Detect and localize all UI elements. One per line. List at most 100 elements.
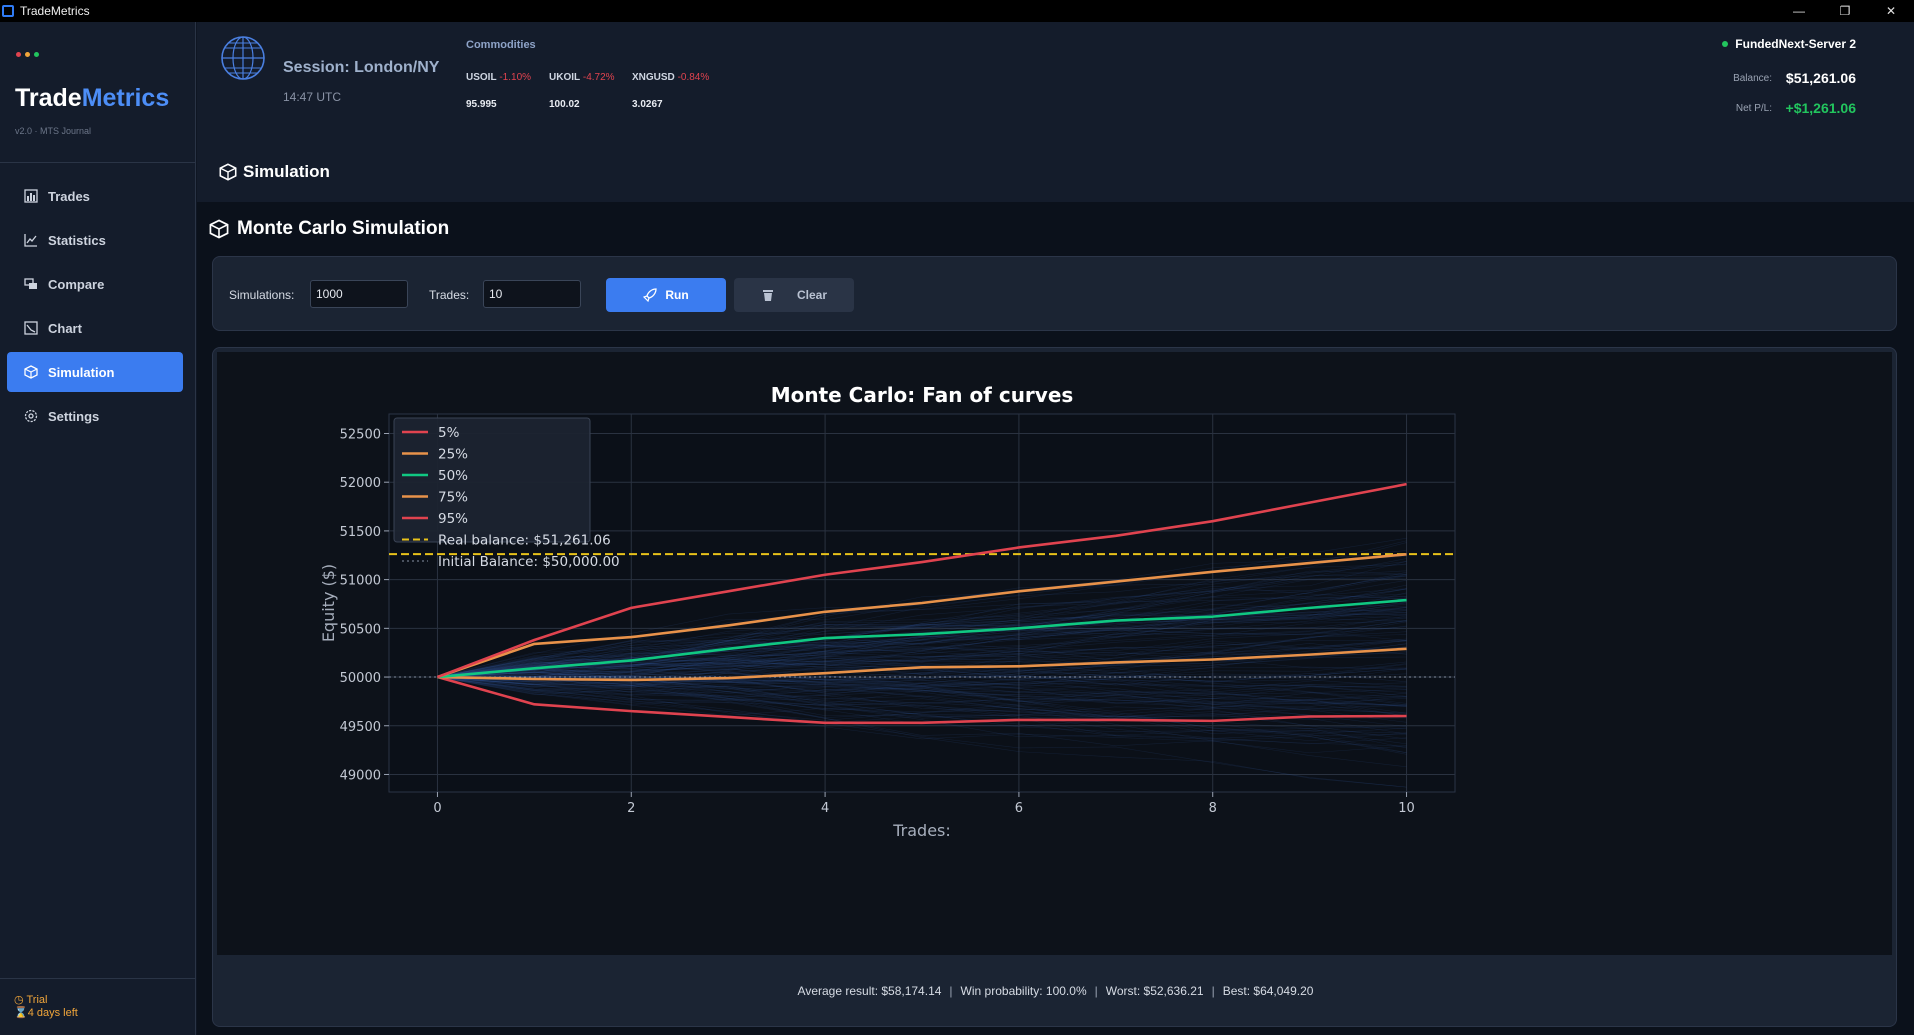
simulation-path [437, 597, 1407, 678]
sidebar-item-label: Compare [48, 276, 105, 292]
session-title: Session: London/NY [283, 59, 440, 76]
simulation-path [437, 676, 1407, 715]
simulation-path [437, 603, 1407, 678]
simulation-path [437, 646, 1407, 685]
close-button[interactable]: ✕ [1885, 4, 1897, 18]
sidebar-item-compare[interactable]: Compare [7, 264, 183, 304]
commodity-ukoil: UKOIL -4.72% [549, 72, 615, 83]
commodity-value: 100.02 [549, 99, 580, 110]
x-tick-label: 8 [1209, 801, 1217, 816]
section-title: Monte Carlo Simulation [209, 218, 449, 240]
sidebar-item-chart[interactable]: Chart [7, 308, 183, 348]
commodity-change: -1.10% [499, 72, 532, 83]
simulation-path [437, 574, 1407, 678]
sidebar-item-statistics[interactable]: Statistics [7, 220, 183, 260]
y-tick-label: 52000 [340, 476, 381, 491]
stat-worst: Worst: $52,636.21 [1105, 984, 1204, 998]
simulation-path [437, 646, 1407, 693]
simulation-path [437, 663, 1407, 686]
simulation-path [437, 675, 1407, 714]
sidebar-item-trades[interactable]: Trades [7, 176, 183, 216]
series-line-75pct [437, 552, 1407, 679]
simulation-path [437, 668, 1407, 737]
trades-label: Trades: [429, 288, 470, 302]
chart-title: Monte Carlo: Fan of curves [771, 383, 1074, 407]
simulation-path [437, 676, 1407, 704]
simulation-path [437, 669, 1407, 706]
simulation-path [437, 676, 1407, 742]
sidebar-item-label: Simulation [48, 364, 115, 380]
cube-icon [219, 163, 237, 181]
legend-label: 25% [438, 447, 468, 463]
simulation-path [437, 640, 1407, 686]
simulation-path [437, 661, 1407, 690]
legend-label: 75% [438, 490, 468, 506]
y-tick-label: 50000 [340, 671, 381, 686]
simulations-input[interactable] [310, 280, 408, 308]
simulation-path [437, 660, 1407, 704]
simulation-path [437, 661, 1407, 686]
sidebar-nav: Trades Statistics Compare Chart Simulati… [7, 176, 183, 440]
legend-label: 50% [438, 468, 468, 484]
commodity-change: -0.84% [677, 72, 710, 83]
chart-panel: 0 2 4 6 8 10 49000 49500 50000 50500 51000 51500 520… [212, 347, 1897, 1027]
window-dots [16, 52, 39, 57]
compare-icon [23, 276, 39, 292]
simulation-path [437, 661, 1407, 704]
sidebar-item-label: Chart [48, 320, 82, 336]
simulation-path [437, 674, 1407, 720]
legend-label: 95% [438, 511, 468, 527]
y-tick-label: 51000 [340, 574, 381, 589]
clock-icon: ◷ [14, 994, 24, 1006]
trial-label: Trial [26, 994, 48, 1006]
balance-label: Balance: [1733, 73, 1772, 84]
simulation-path [437, 676, 1407, 745]
simulation-path [437, 640, 1407, 679]
section-title-text: Monte Carlo Simulation [237, 218, 450, 239]
sidebar-bottom-divider [0, 978, 196, 979]
simulation-path [437, 676, 1407, 699]
simulation-path [437, 564, 1407, 678]
simulation-path [437, 626, 1407, 678]
chart-icon [23, 320, 39, 336]
simulation-path [437, 676, 1407, 755]
simulation-path [437, 676, 1407, 701]
series-line-5pct [437, 675, 1407, 725]
app-icon [2, 5, 14, 17]
restore-button[interactable]: ❐ [1839, 4, 1851, 18]
simulation-path [437, 575, 1407, 678]
simulation-controls: Simulations: Trades: Run Clear [212, 256, 1897, 331]
simulation-path [437, 676, 1407, 753]
sidebar-item-settings[interactable]: Settings [7, 396, 183, 436]
simulation-path [437, 537, 1407, 678]
rocket-icon [643, 288, 657, 302]
simulation-path [437, 639, 1407, 678]
commodity-value: 95.995 [466, 99, 497, 110]
simulation-path [437, 603, 1407, 678]
chart-area: 0 2 4 6 8 10 49000 49500 50000 50500 51000 51500 520… [217, 352, 1892, 955]
minimize-button[interactable]: — [1793, 4, 1805, 18]
simulation-path [437, 676, 1407, 708]
commodity-symbol: UKOIL [549, 72, 581, 83]
y-axis-label: Equity ($) [319, 564, 338, 642]
commodities-title: Commodities [466, 39, 536, 51]
simulation-path [437, 585, 1407, 678]
trades-input[interactable] [483, 280, 581, 308]
simulation-path [437, 676, 1407, 754]
simulation-path [437, 643, 1407, 678]
x-tick-label: 0 [433, 801, 441, 816]
simulation-path [437, 563, 1407, 678]
simulation-path [437, 676, 1407, 727]
line-chart-icon [23, 232, 39, 248]
simulation-path [437, 601, 1407, 678]
simulation-path [437, 570, 1407, 678]
simulation-path [437, 658, 1407, 679]
clear-button[interactable]: Clear [734, 278, 854, 312]
simulation-path [437, 668, 1407, 714]
legend-label: Real balance: $51,261.06 [438, 533, 611, 549]
brand-metrics: Metrics [81, 84, 170, 112]
server-name: FundedNext-Server 2 [1735, 37, 1856, 51]
simulation-path [437, 676, 1407, 768]
run-button[interactable]: Run [606, 278, 726, 312]
sidebar-item-simulation[interactable]: Simulation [7, 352, 183, 392]
